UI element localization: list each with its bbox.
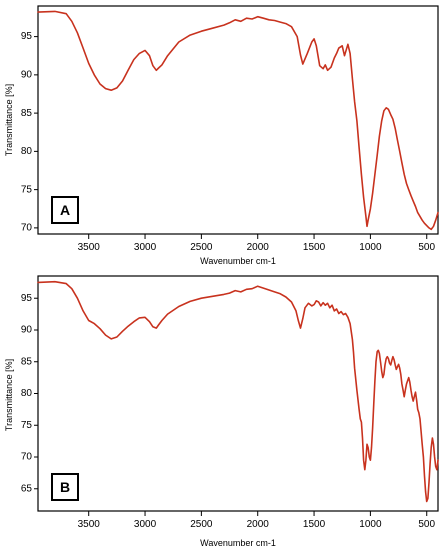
x-axis-label: Wavenumber cm-1 [200, 256, 276, 266]
y-tick-label: 65 [21, 483, 33, 494]
y-tick-label: 85 [21, 356, 33, 367]
y-tick-label: 80 [21, 388, 33, 399]
y-axis-label: Transmittance [%] [4, 84, 14, 156]
panel-label: B [60, 479, 70, 495]
spectrum-panel-a: 3500 3000 2500 2000 1500 1000 500 70 75 80 85 90 95… [0, 0, 447, 275]
x-axis: 3500 3000 2500 2000 1500 1000 500 [78, 511, 436, 530]
x-tick-label: 1500 [303, 242, 326, 253]
y-tick-label: 75 [21, 420, 33, 431]
x-tick-label: 500 [418, 519, 435, 530]
y-axis-label: Transmittance [%] [4, 359, 14, 431]
y-tick-label: 90 [21, 325, 33, 336]
panel-label-box [51, 196, 79, 224]
x-axis-label: Wavenumber cm-1 [200, 538, 276, 548]
x-tick-label: 3000 [134, 242, 157, 253]
y-tick-label: 90 [21, 69, 33, 80]
y-tick-label: 95 [21, 293, 33, 304]
x-tick-label: 1500 [303, 519, 326, 530]
y-tick-label: 80 [21, 146, 33, 157]
x-tick-label: 1000 [359, 519, 382, 530]
x-tick-label: 2500 [190, 242, 213, 253]
y-tick-label: 70 [21, 223, 33, 234]
x-tick-label: 2000 [247, 519, 270, 530]
spectrum-panel-b: 3500 3000 2500 2000 1500 1000 500 65 70 75 80 85 90… [0, 270, 447, 555]
y-tick-label: 70 [21, 452, 33, 463]
y-axis: 65 70 75 80 85 90 95 [21, 293, 38, 494]
x-axis: 3500 3000 2500 2000 1500 1000 500 [78, 234, 436, 253]
y-tick-label: 85 [21, 108, 33, 119]
spectrum-line [37, 280, 439, 503]
x-tick-label: 3500 [78, 242, 101, 253]
plot-frame [37, 275, 439, 512]
y-axis: 70 75 80 85 90 95 [21, 31, 38, 234]
ftir-chart-a: 3500 3000 2500 2000 1500 1000 500 70 75 80 85 90 95… [4, 5, 439, 266]
x-tick-label: 3500 [78, 519, 101, 530]
panel-label-box [51, 473, 79, 501]
x-tick-label: 500 [418, 242, 435, 253]
x-tick-label: 3000 [134, 519, 157, 530]
plot-frame [37, 5, 439, 235]
y-tick-label: 75 [21, 184, 33, 195]
panel-label: A [60, 202, 70, 218]
ftir-chart-b: 3500 3000 2500 2000 1500 1000 500 65 70 75 80 85 90… [4, 275, 439, 548]
x-tick-label: 1000 [359, 242, 382, 253]
x-tick-label: 2500 [190, 519, 213, 530]
x-tick-label: 2000 [247, 242, 270, 253]
spectrum-line [37, 10, 439, 231]
y-tick-label: 95 [21, 31, 33, 42]
